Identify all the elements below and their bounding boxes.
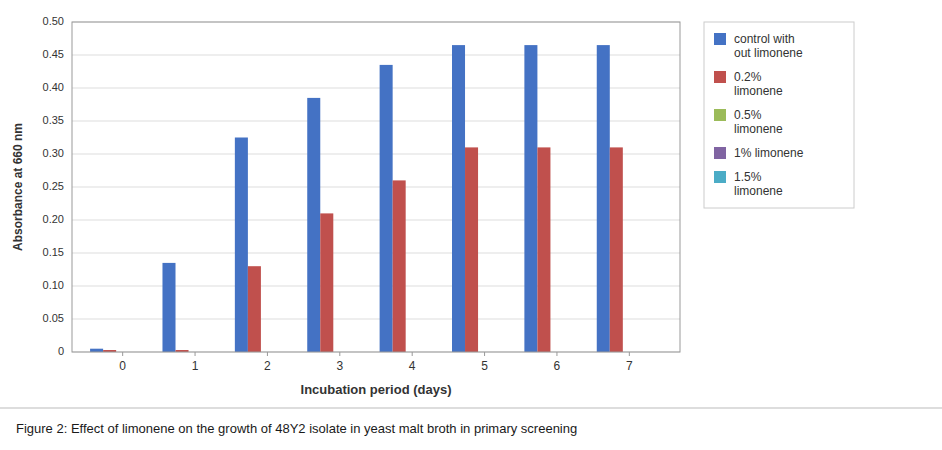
legend-label: control without limonene	[734, 32, 803, 60]
legend-swatch	[714, 109, 726, 121]
bar	[393, 180, 406, 352]
y-tick-label: 0.20	[43, 213, 64, 225]
x-axis-label: Incubation period (days)	[301, 382, 452, 397]
bar	[380, 65, 393, 352]
x-tick-label: 5	[481, 359, 488, 373]
x-tick	[267, 352, 268, 356]
caption: Figure 2: Effect of limonene on the grow…	[16, 421, 577, 436]
y-tick-label: 0.45	[43, 48, 64, 60]
grid-line	[72, 55, 680, 56]
x-tick-label: 3	[336, 359, 343, 373]
bar	[452, 45, 465, 352]
y-tick-label: 0.10	[43, 279, 64, 291]
bar	[248, 266, 261, 352]
grid-line	[72, 121, 680, 122]
bar	[597, 45, 610, 352]
legend: control without limonene 0.2%limonene 0.5%…	[704, 22, 854, 208]
x-tick-label: 0	[119, 359, 126, 373]
bar	[465, 147, 478, 352]
legend-swatch	[714, 171, 726, 183]
bar	[307, 98, 320, 352]
chart-container: 0 0.05 0.10 0.15 0.20 0.25 0.30 0.35 0.40 0.45 0.5…	[0, 0, 942, 450]
bar-series	[90, 45, 610, 352]
y-tick-label: 0.40	[43, 81, 64, 93]
bars	[90, 45, 623, 352]
grid-line	[72, 220, 680, 221]
x-tick	[195, 352, 196, 356]
x-tick	[339, 352, 340, 356]
bar	[162, 263, 175, 352]
y-tick-label: 0.35	[43, 114, 64, 126]
x-tick	[412, 352, 413, 356]
bar	[235, 138, 248, 353]
y-axis-label: Absorbance at 660 nm	[11, 123, 25, 251]
caption-separator	[0, 408, 942, 409]
legend-label: 0.2%limonene	[734, 70, 783, 98]
y-tick-label: 0	[58, 345, 64, 357]
y-tick-labels: 0 0.05 0.10 0.15 0.20 0.25 0.30 0.35 0.40 0.45 0.5…	[43, 15, 64, 357]
x-tick-label: 1	[192, 359, 199, 373]
x-tick-label: 4	[409, 359, 416, 373]
y-tick-label: 0.05	[43, 312, 64, 324]
bar	[320, 213, 333, 352]
grid-line	[72, 187, 680, 188]
y-grid	[72, 22, 680, 352]
bar	[610, 147, 623, 352]
legend-swatch	[714, 33, 726, 45]
x-tick	[556, 352, 557, 356]
legend-swatch	[714, 147, 726, 159]
x-tick	[629, 352, 630, 356]
bar-series	[103, 147, 623, 352]
bar	[537, 147, 550, 352]
y-tick-label: 0.50	[43, 15, 64, 27]
chart-svg: 0 0.05 0.10 0.15 0.20 0.25 0.30 0.35 0.40 0.45 0.5…	[0, 0, 942, 450]
grid-line	[72, 253, 680, 254]
bar	[524, 45, 537, 352]
grid-line	[72, 154, 680, 155]
legend-label: 1.5%limonene	[734, 170, 783, 198]
x-tick-label: 2	[264, 359, 271, 373]
x-tick-label: 6	[554, 359, 561, 373]
plot-frame	[72, 22, 680, 352]
legend-label: 0.5%limonene	[734, 108, 783, 136]
y-tick-label: 0.30	[43, 147, 64, 159]
legend-swatch	[714, 71, 726, 83]
grid-line	[72, 88, 680, 89]
y-tick-label: 0.15	[43, 246, 64, 258]
x-tick-labels: 0 1 2 3 4 5 6 7	[119, 352, 633, 373]
x-tick-label: 7	[626, 359, 633, 373]
legend-box	[704, 22, 854, 208]
legend-label: 1% limonene	[734, 146, 804, 160]
x-tick	[484, 352, 485, 356]
y-tick-label: 0.25	[43, 180, 64, 192]
x-tick	[122, 352, 123, 356]
